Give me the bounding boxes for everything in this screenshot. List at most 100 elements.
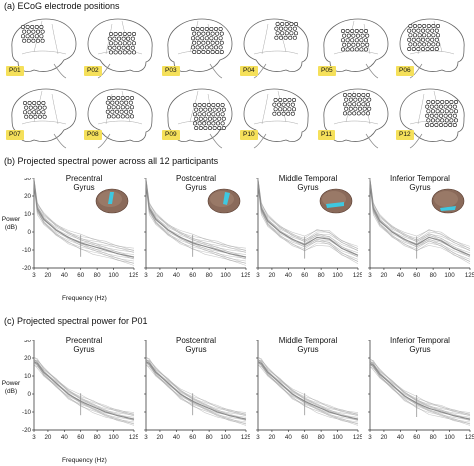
electrode-dot	[408, 42, 413, 47]
electrode-dot	[192, 40, 197, 45]
brain-electrode-map: P01	[6, 14, 80, 82]
spectral-trace	[33, 179, 135, 253]
electrode-dot	[342, 42, 347, 47]
electrode-dot	[41, 100, 46, 105]
electrode-dot	[202, 112, 207, 117]
electrode-dot	[195, 36, 200, 41]
electrode-dot	[289, 31, 294, 36]
spectral-trace	[369, 186, 471, 262]
electrode-dot	[27, 110, 32, 115]
electrode-dot	[115, 100, 120, 105]
panel-title-line2: Gyrus	[73, 345, 95, 354]
spectral-trace	[369, 367, 471, 424]
electrode-dot	[128, 109, 133, 114]
electrode-dot	[426, 42, 431, 47]
panel-title: Precentral Gyrus	[34, 174, 134, 192]
spectral-trace	[145, 179, 247, 253]
participant-label: P05	[318, 66, 336, 76]
electrode-dot	[431, 24, 436, 29]
electrode-dot	[215, 112, 220, 117]
brain-outline-svg	[399, 88, 465, 149]
electrode-dot	[202, 121, 207, 126]
electrode-dot	[342, 111, 347, 116]
electrode-dot	[26, 29, 31, 34]
electrode-dot	[431, 33, 436, 38]
section-c-title: (c) Projected spectral power for P01	[4, 316, 148, 326]
spectral-trace	[145, 185, 247, 266]
panel-title: Postcentral Gyrus	[146, 174, 246, 192]
x-tick-label: 80	[206, 434, 213, 441]
electrode-dot	[217, 125, 222, 130]
series-mean-line	[33, 181, 135, 258]
electrode-dot	[194, 107, 199, 112]
y-label-line2: (dB)	[4, 224, 18, 231]
brain-stem	[209, 63, 223, 79]
electrode-dot	[429, 104, 434, 109]
spectral-trace	[33, 364, 135, 426]
electrode-dot	[421, 46, 426, 51]
electrode-dot	[407, 37, 412, 42]
electrode-dot	[290, 102, 295, 107]
brain-electrode-map: P05	[318, 14, 392, 82]
electrode-dot	[34, 34, 39, 39]
electrode-dot	[215, 49, 220, 54]
electrode-dot	[125, 105, 130, 110]
electrode-dot	[367, 106, 372, 111]
electrode-dot	[287, 107, 292, 112]
electrode-dot	[275, 31, 280, 36]
electrode-dot	[425, 37, 430, 42]
electrode-dot	[426, 99, 431, 104]
electrode-dot	[274, 26, 279, 31]
electrode-dot	[421, 37, 426, 42]
electrode-dot	[345, 47, 350, 52]
brain-inset-shade	[210, 191, 234, 207]
electrode-dot	[431, 99, 436, 104]
spectral-trace	[33, 179, 135, 251]
electrode-dot	[125, 114, 130, 119]
electrode-dot	[422, 24, 427, 29]
electrode-dot	[127, 41, 132, 46]
electrode-dot	[212, 125, 217, 130]
x-tick-label: 3	[144, 434, 148, 441]
brain-electrode-map: P06	[396, 14, 470, 82]
electrode-dot	[346, 33, 351, 38]
electrode-dot	[274, 35, 279, 40]
electrode-dot	[417, 33, 422, 38]
electrode-dot	[280, 31, 285, 36]
electrode-dot	[132, 31, 137, 36]
x-tick-label: 80	[94, 434, 101, 441]
electrode-dot	[352, 102, 357, 107]
electrode-dot	[25, 34, 30, 39]
x-tick-label: 40	[397, 272, 404, 279]
brain-stem	[53, 63, 67, 79]
panel-title-line1: Precentral	[65, 174, 103, 183]
electrode-dot	[124, 100, 129, 105]
spectral-trace	[33, 184, 135, 264]
electrode-dot	[430, 37, 435, 42]
electrode-dot	[417, 24, 422, 29]
electrode-dot	[453, 118, 458, 123]
electrode-dot	[35, 29, 40, 34]
y-tick-label: 10	[24, 373, 31, 380]
panel-title-line2: Gyrus	[297, 183, 319, 192]
electrode-dot	[348, 106, 353, 111]
x-tick-label: 100	[108, 272, 119, 279]
brain-electrode-map: P09	[162, 84, 236, 152]
series-mean-line	[145, 181, 247, 258]
electrode-dot	[197, 102, 202, 107]
electrode-dot	[209, 27, 214, 32]
spectral-trace	[257, 186, 359, 262]
panel-title-line2: Gyrus	[409, 345, 431, 354]
electrode-dot	[289, 22, 294, 27]
brain-outline-svg	[323, 88, 389, 149]
electrode-dot	[130, 45, 135, 50]
spectral-panel: 3 20 40 60 80 100 125 Middle Temporal Gyrus	[244, 174, 364, 289]
brain-stem	[97, 133, 111, 149]
electrode-dot	[194, 125, 199, 130]
electrode-dot	[443, 113, 448, 118]
electrode-dot	[120, 114, 125, 119]
electrode-dot	[411, 37, 416, 42]
brain-electrode-map: P07	[6, 84, 80, 152]
electrode-dot	[416, 28, 421, 33]
electrode-dot	[365, 111, 370, 116]
